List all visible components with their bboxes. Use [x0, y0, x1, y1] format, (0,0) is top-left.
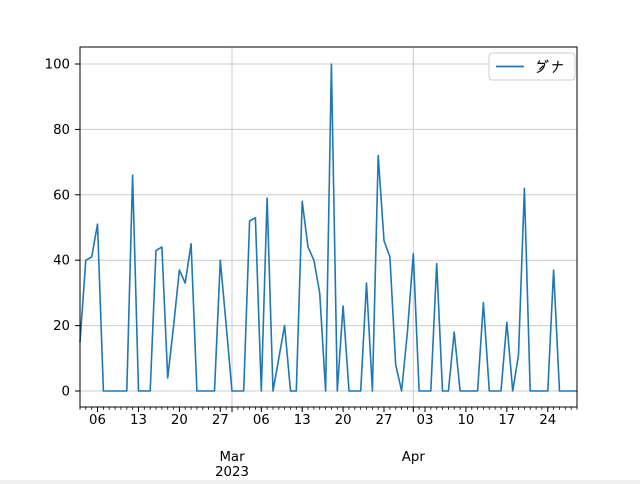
legend-box: [488, 52, 576, 81]
y-tick-label: 40: [53, 254, 70, 269]
x-tick-label: 10: [457, 413, 474, 428]
plot-border: [79, 46, 578, 408]
y-tick-label: 100: [45, 58, 70, 73]
y-tick-label: 80: [53, 123, 70, 138]
x-tick-label: 06: [89, 413, 106, 428]
x-tick-label: 20: [171, 413, 188, 428]
x-tick-label: 20: [335, 413, 352, 428]
data-line-series-0: [79, 63, 578, 392]
x-tick-label: 27: [376, 413, 393, 428]
year-label: 2023: [215, 465, 249, 480]
x-tick-label: 27: [212, 413, 229, 428]
glyph-stroke: [536, 62, 546, 74]
legend-label-glyph-da: [536, 59, 549, 74]
x-tick-label: 03: [417, 413, 434, 428]
x-tick-label: 13: [130, 413, 147, 428]
y-tick-label: 20: [53, 319, 70, 334]
month-label: Mar: [219, 450, 245, 465]
x-tick-label: 17: [498, 413, 515, 428]
month-label: Apr: [402, 450, 426, 465]
glyph-stroke: [552, 60, 559, 73]
legend-label-glyph-na: [552, 60, 563, 73]
glyph-stroke: [544, 60, 547, 64]
y-tick-label: 0: [62, 385, 70, 400]
x-tick-label: 06: [253, 413, 270, 428]
glyph-stroke: [539, 65, 544, 70]
y-tick-label: 60: [53, 188, 70, 203]
x-tick-label: 24: [539, 413, 556, 428]
glyph-stroke: [546, 59, 549, 63]
x-tick-label: 13: [294, 413, 311, 428]
